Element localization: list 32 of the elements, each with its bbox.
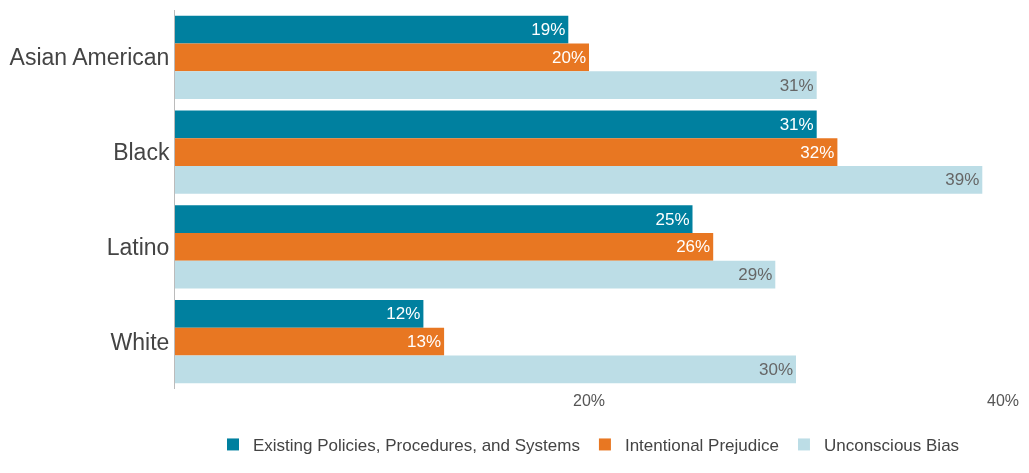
y-tick-label: Asian American bbox=[9, 44, 170, 71]
data-label: 25% bbox=[655, 209, 690, 229]
bar bbox=[175, 138, 838, 167]
bar bbox=[175, 166, 983, 194]
data-label: 12% bbox=[386, 304, 421, 324]
bar bbox=[175, 327, 445, 356]
legend-label: Existing Policies, Procedures, and Systems bbox=[253, 436, 580, 456]
bar bbox=[175, 110, 817, 139]
bar bbox=[175, 232, 714, 261]
bar bbox=[175, 205, 693, 233]
data-label: 20% bbox=[551, 47, 586, 67]
y-tick-label: Black bbox=[113, 139, 170, 166]
bar bbox=[175, 299, 424, 328]
data-label: 26% bbox=[676, 237, 711, 257]
data-label: 13% bbox=[407, 332, 442, 352]
data-label: 29% bbox=[738, 265, 773, 285]
legend-label: Unconscious Bias bbox=[823, 436, 960, 456]
data-label: 31% bbox=[779, 114, 814, 134]
bar bbox=[175, 15, 569, 44]
bar bbox=[175, 71, 817, 100]
bar bbox=[175, 260, 776, 289]
y-tick-label: Latino bbox=[106, 233, 170, 260]
legend-label: Intentional Prejudice bbox=[624, 436, 779, 456]
data-label: 32% bbox=[800, 142, 835, 162]
data-label: 19% bbox=[531, 20, 566, 40]
data-label: 39% bbox=[945, 170, 980, 190]
data-label: 31% bbox=[779, 75, 814, 95]
y-tick-label: White bbox=[110, 328, 170, 355]
data-label: 30% bbox=[758, 359, 793, 379]
bar bbox=[175, 355, 796, 384]
x-tick-label: 40% bbox=[986, 392, 1020, 409]
bar bbox=[175, 43, 589, 72]
